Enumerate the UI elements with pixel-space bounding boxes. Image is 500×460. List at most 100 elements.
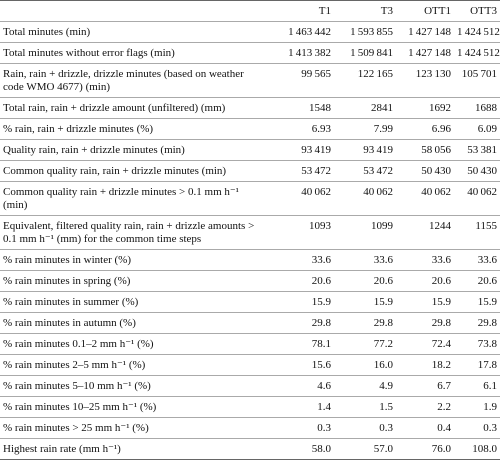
row-label: Highest rain rate (mm h⁻¹) [3, 442, 121, 455]
cell-value: 93 419 [301, 143, 331, 156]
cell-value: 15.9 [431, 295, 451, 308]
cell-value: 20.6 [373, 274, 393, 287]
cell-value: 4.9 [379, 379, 393, 392]
cell-value: 33.6 [311, 253, 331, 266]
cell-value: 1 427 148 [408, 25, 451, 38]
cell-value: 0.4 [437, 421, 451, 434]
cell-value: 7.99 [373, 122, 393, 135]
cell-value: 6.1 [483, 379, 497, 392]
cell-value: 122 165 [357, 67, 393, 80]
row-label: Equivalent, filtered quality rain, rain … [3, 219, 255, 245]
row-label: % rain minutes 0.1–2 mm h⁻¹ (%) [3, 337, 154, 350]
column-header: T1 [318, 4, 331, 17]
header-corner [0, 1, 268, 22]
cell-value: 33.6 [431, 253, 451, 266]
cell-value: 73.8 [477, 337, 497, 350]
table-row: Highest rain rate (mm h⁻¹) 58.0 57.0 76.0 10… [0, 439, 500, 460]
cell-value: 15.9 [311, 295, 331, 308]
table-row: Common quality rain + drizzle minutes > … [0, 182, 500, 216]
column-header: OTT3 [470, 4, 497, 17]
column-header: OTT1 [424, 4, 451, 17]
header-row: T1 T3 OTT1 OTT3 [0, 0, 500, 22]
table-row: % rain minutes 0.1–2 mm h⁻¹ (%) 78.1 77.2 7… [0, 334, 500, 355]
cell-value: 2.2 [437, 400, 451, 413]
cell-value: 0.3 [317, 421, 331, 434]
cell-value: 4.6 [317, 379, 331, 392]
cell-value: 17.8 [477, 358, 497, 371]
cell-value: 18.2 [431, 358, 451, 371]
cell-value: 29.8 [477, 316, 497, 329]
cell-value: 1.9 [483, 400, 497, 413]
cell-value: 123 130 [415, 67, 451, 80]
row-label: % rain minutes 10–25 mm h⁻¹ (%) [3, 400, 157, 413]
row-label: % rain minutes in spring (%) [3, 274, 131, 287]
row-label: Quality rain, rain + drizzle minutes (mi… [3, 143, 185, 156]
table-row: Rain, rain + drizzle, drizzle minutes (b… [0, 64, 500, 98]
cell-value: 50 430 [467, 164, 497, 177]
table-row: % rain minutes in summer (%) 15.9 15.9 15.9… [0, 292, 500, 313]
cell-value: 1155 [475, 219, 497, 232]
cell-value: 15.6 [311, 358, 331, 371]
cell-value: 1244 [429, 219, 451, 232]
row-label: Common quality rain, rain + drizzle minu… [3, 164, 227, 177]
table-row: % rain minutes 10–25 mm h⁻¹ (%) 1.4 1.5 2.2… [0, 397, 500, 418]
cell-value: 58.0 [311, 442, 331, 455]
cell-value: 50 430 [421, 164, 451, 177]
table-body: Total minutes (min) 1 463 442 1 593 855 1 4… [0, 22, 500, 460]
row-label: % rain minutes in summer (%) [3, 295, 139, 308]
table-row: % rain minutes > 25 mm h⁻¹ (%) 0.3 0.3 0.4 0… [0, 418, 500, 439]
cell-value: 1093 [309, 219, 331, 232]
cell-value: 15.9 [477, 295, 497, 308]
row-label: Rain, rain + drizzle, drizzle minutes (b… [3, 67, 244, 93]
cell-value: 33.6 [477, 253, 497, 266]
row-label: % rain minutes 5–10 mm h⁻¹ (%) [3, 379, 151, 392]
row-label: Total rain, rain + drizzle amount (unfil… [3, 101, 226, 114]
cell-value: 1099 [371, 219, 393, 232]
row-label: Common quality rain + drizzle minutes > … [3, 185, 239, 211]
cell-value: 40 062 [301, 185, 331, 198]
table-row: % rain, rain + drizzle minutes (%) 6.93 7.… [0, 119, 500, 140]
row-label: % rain minutes in winter (%) [3, 253, 131, 266]
table-row: % rain minutes in winter (%) 33.6 33.6 33.6… [0, 250, 500, 271]
table-row: Quality rain, rain + drizzle minutes (mi… [0, 140, 500, 161]
row-label: % rain minutes in autumn (%) [3, 316, 136, 329]
cell-value: 33.6 [373, 253, 393, 266]
cell-value: 93 419 [363, 143, 393, 156]
cell-value: 40 062 [363, 185, 393, 198]
cell-value: 108.0 [472, 442, 497, 455]
cell-value: 105 701 [461, 67, 497, 80]
cell-value: 6.09 [477, 122, 497, 135]
cell-value: 53 472 [363, 164, 393, 177]
cell-value: 1692 [429, 101, 451, 114]
cell-value: 72.4 [431, 337, 451, 350]
cell-value: 29.8 [373, 316, 393, 329]
cell-value: 1 509 841 [350, 46, 393, 59]
cell-value: 1 427 148 [408, 46, 451, 59]
cell-value: 1548 [309, 101, 331, 114]
cell-value: 0.3 [483, 421, 497, 434]
cell-value: 20.6 [311, 274, 331, 287]
cell-value: 1 413 382 [288, 46, 331, 59]
cell-value: 77.2 [373, 337, 393, 350]
cell-value: 1688 [475, 101, 497, 114]
table-row: Common quality rain, rain + drizzle minu… [0, 161, 500, 182]
column-header: T3 [380, 4, 393, 17]
table-row: Total rain, rain + drizzle amount (unfil… [0, 98, 500, 119]
row-label: % rain minutes 2–5 mm h⁻¹ (%) [3, 358, 146, 371]
cell-value: 53 472 [301, 164, 331, 177]
table-header: T1 T3 OTT1 OTT3 [0, 0, 500, 22]
row-label: Total minutes without error flags (min) [3, 46, 175, 59]
cell-value: 1 424 512 [457, 25, 500, 38]
cell-value: 99 565 [301, 67, 331, 80]
cell-value: 15.9 [373, 295, 393, 308]
row-label: Total minutes (min) [3, 25, 91, 38]
cell-value: 20.6 [431, 274, 451, 287]
cell-value: 0.3 [379, 421, 393, 434]
cell-value: 6.96 [431, 122, 451, 135]
cell-value: 40 062 [467, 185, 497, 198]
row-label: % rain minutes > 25 mm h⁻¹ (%) [3, 421, 149, 434]
table-row: % rain minutes 5–10 mm h⁻¹ (%) 4.6 4.9 6.7 6… [0, 376, 500, 397]
cell-value: 20.6 [477, 274, 497, 287]
cell-value: 53 381 [467, 143, 497, 156]
